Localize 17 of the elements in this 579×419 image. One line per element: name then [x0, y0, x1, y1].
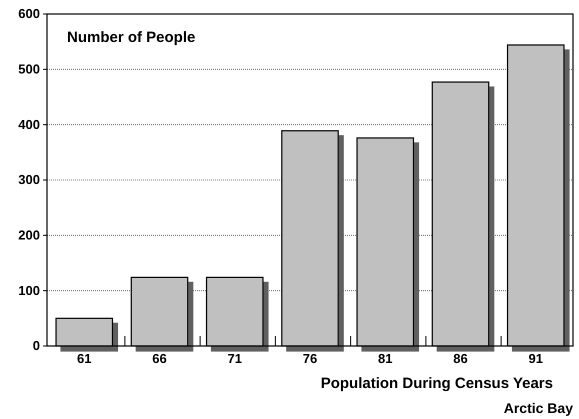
- x-tick-label: 86: [453, 351, 468, 366]
- y-tick-label: 100: [18, 282, 40, 298]
- y-tick-label: 500: [18, 61, 40, 76]
- x-tick-label: 81: [378, 351, 392, 366]
- y-tick-label: 300: [18, 172, 40, 188]
- x-axis-title: Population During Census Years: [320, 375, 553, 392]
- y-tick-label: 400: [18, 116, 40, 132]
- x-tick-label: 71: [228, 351, 242, 366]
- x-tick-label: 91: [528, 351, 543, 366]
- x-tick-label: 76: [302, 351, 318, 366]
- y-tick-label: 0: [32, 338, 40, 354]
- x-tick-label: 66: [152, 351, 167, 366]
- y-tick-label: 200: [18, 227, 40, 242]
- text: Number of People: [67, 29, 196, 46]
- y-tick-label: 600: [18, 6, 40, 22]
- text: Arctic Bay: [504, 400, 574, 416]
- x-tick-label: 61: [77, 351, 92, 366]
